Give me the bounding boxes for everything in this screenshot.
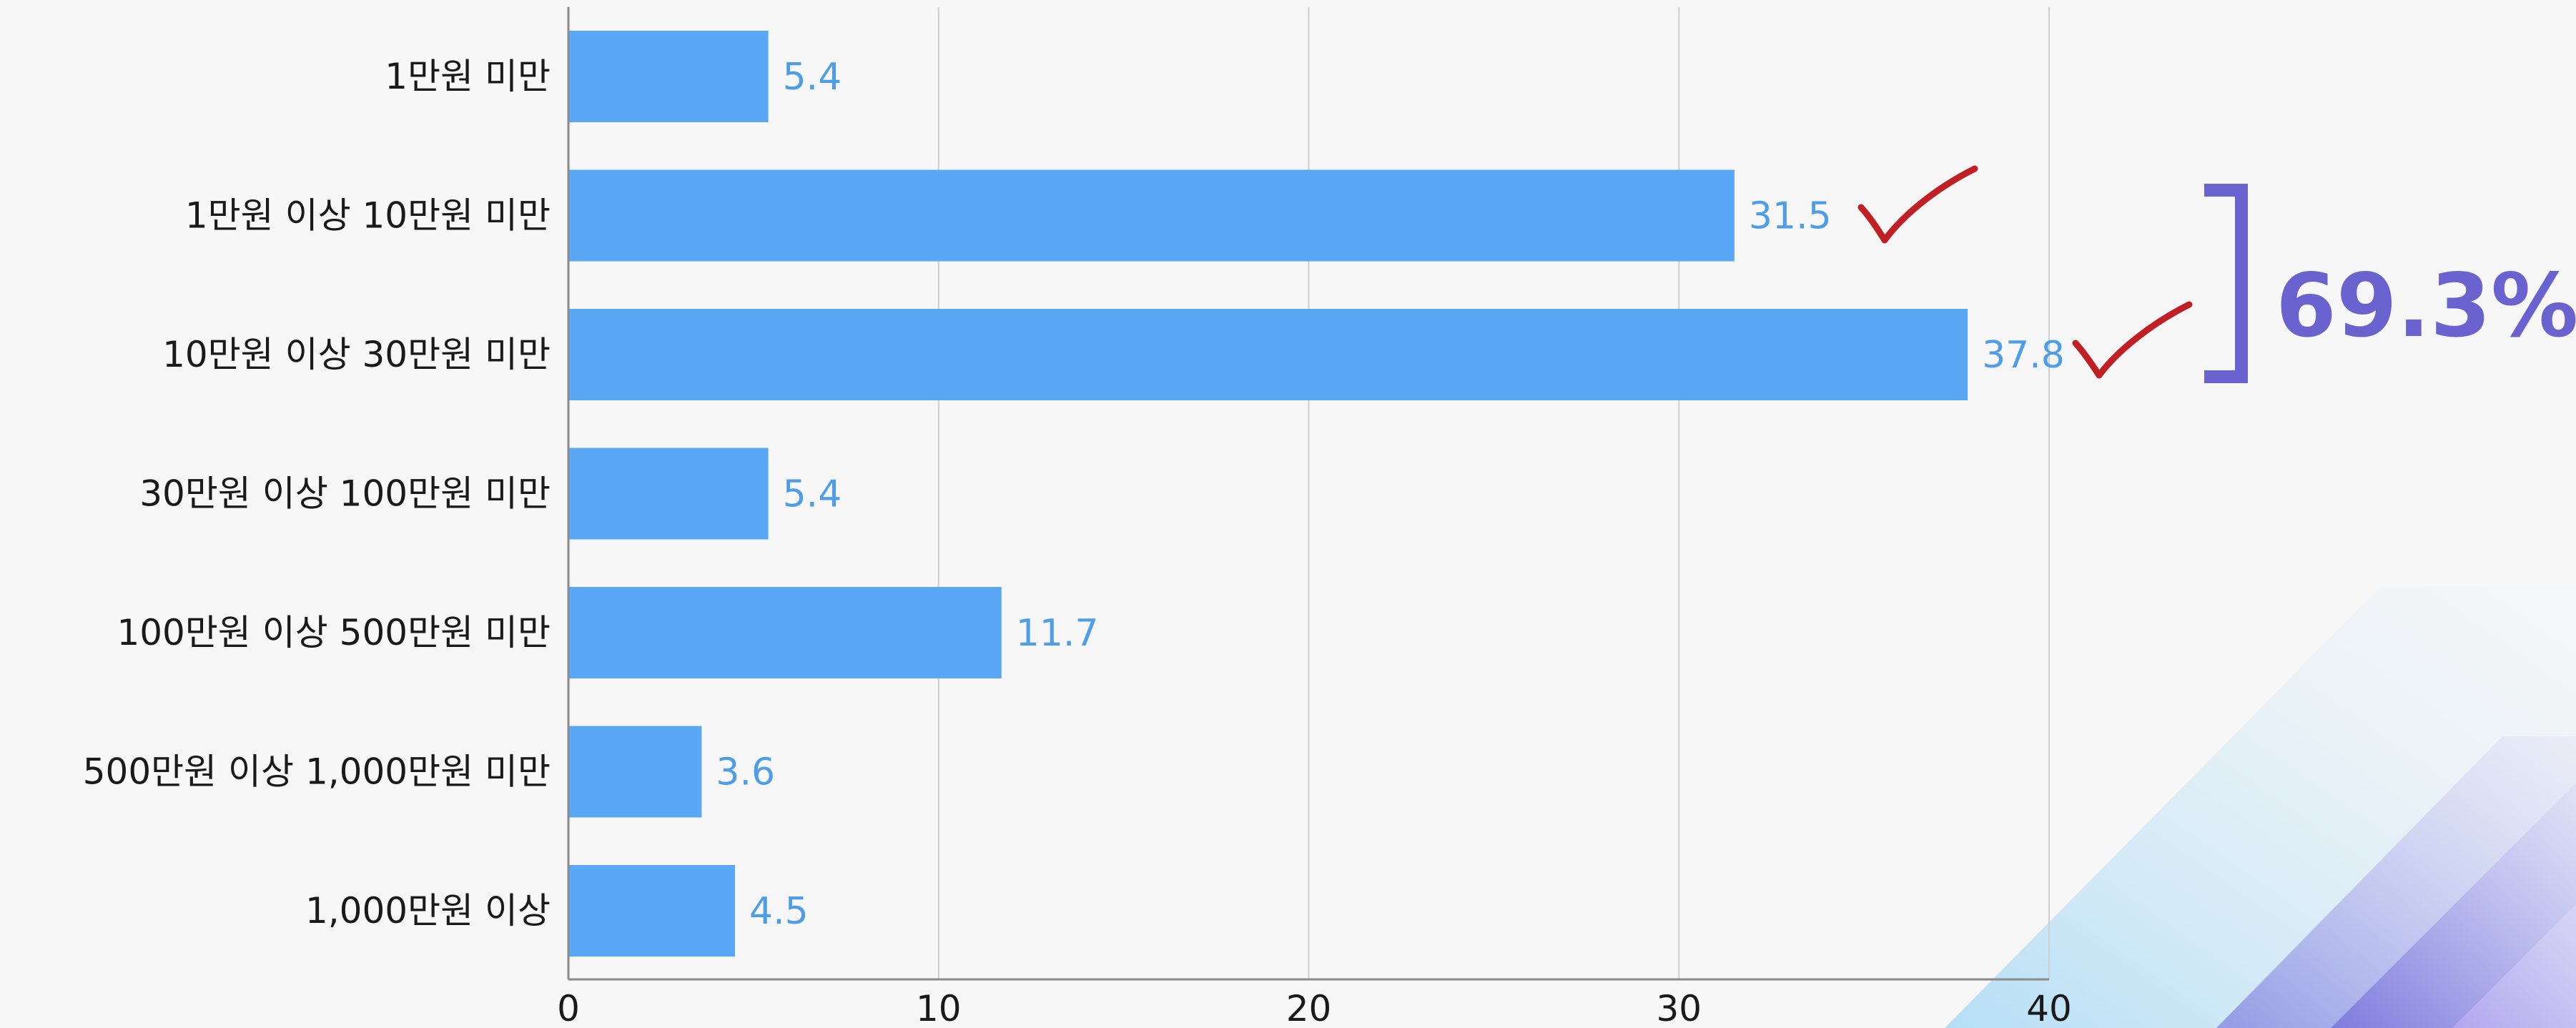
category-label: 500만원 이상 1,000만원 미만 <box>83 751 551 793</box>
bar <box>568 31 769 122</box>
bar <box>568 448 769 540</box>
x-tick-label: 20 <box>1286 988 1332 1028</box>
x-tick-label: 0 <box>557 988 580 1028</box>
category-label: 1,000만원 이상 <box>305 890 551 931</box>
bar <box>568 865 735 957</box>
x-tick-labels: 0 10 20 30 40 <box>557 988 2072 1028</box>
bar <box>568 309 1968 400</box>
category-label: 1만원 미만 <box>385 56 551 97</box>
checkmark-icon <box>1857 165 1978 244</box>
bar <box>568 587 1002 678</box>
category-label: 30만원 이상 100만원 미만 <box>139 473 551 515</box>
data-label: 37.8 <box>1982 334 2065 377</box>
corner-decoration-stripe-pale <box>2452 904 2576 1028</box>
category-labels: 1만원 미만 1만원 이상 10만원 미만 10만원 이상 30만원 미만 30만원 … <box>83 56 551 931</box>
bars <box>568 31 1968 957</box>
bar <box>568 726 702 818</box>
data-label: 11.7 <box>1016 612 1099 655</box>
category-label: 100만원 이상 500만원 미만 <box>117 612 551 653</box>
data-label: 5.4 <box>783 56 842 99</box>
category-label: 10만원 이상 30만원 미만 <box>162 334 551 375</box>
axes <box>567 7 2049 981</box>
data-label: 5.4 <box>783 473 842 516</box>
x-tick-label: 10 <box>916 988 962 1028</box>
data-label: 31.5 <box>1749 195 1832 238</box>
gridlines <box>937 7 2050 979</box>
annotations: 69.3% <box>1857 165 2576 383</box>
x-tick-label: 30 <box>1656 988 1702 1028</box>
category-label: 1만원 이상 10만원 미만 <box>185 195 551 237</box>
corner-decoration <box>1945 586 2576 1028</box>
bar <box>568 169 1734 262</box>
checkmark-icon <box>2072 301 2193 379</box>
callout-total: 69.3% <box>2276 255 2576 357</box>
data-label: 4.5 <box>749 890 809 933</box>
bracket-icon <box>2204 184 2248 383</box>
data-label: 3.6 <box>716 751 775 794</box>
x-tick-label: 40 <box>2026 988 2072 1028</box>
data-labels: 5.4 31.5 37.8 5.4 11.7 3.6 4.5 <box>716 56 2064 933</box>
